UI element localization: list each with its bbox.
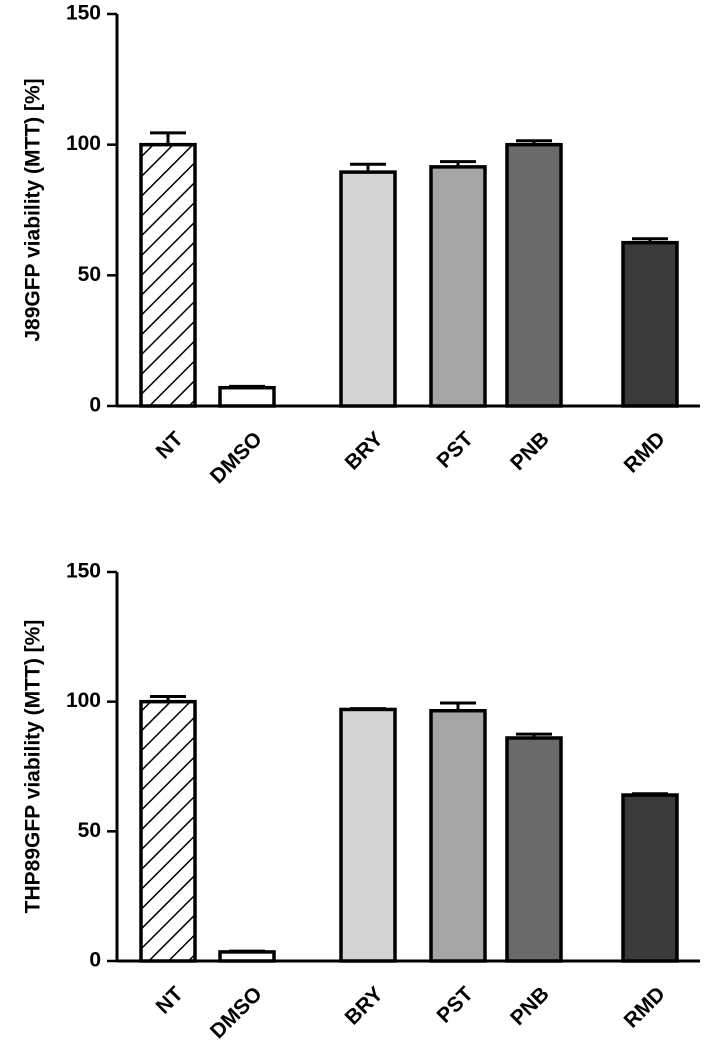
error-bar-pnb (516, 139, 552, 145)
y-tick-label: 100 (66, 132, 101, 155)
error-bar-pst (440, 160, 476, 167)
x-tick-label-dmso: DMSO (206, 427, 267, 488)
error-bar-pst (440, 701, 476, 711)
y-tick-label: 50 (78, 263, 101, 286)
x-tick-label-nt: NT (152, 982, 188, 1018)
y-tick-label: 0 (89, 949, 101, 972)
y-axis-label: J89GFP viability (MTT) [%] (22, 78, 45, 341)
bar-pst (429, 165, 487, 408)
y-tick-label: 100 (66, 689, 101, 712)
error-bar-bry (350, 707, 386, 711)
bar-dmso (218, 385, 276, 408)
error-bar-bry (350, 162, 386, 173)
bar-pst (429, 708, 487, 963)
x-tick-label-rmd: RMD (620, 982, 670, 1032)
x-tick-label-bry: BRY (341, 982, 388, 1029)
bar-rmd (621, 240, 679, 408)
error-bar-nt (150, 131, 186, 145)
x-tick-label-pnb: PNB (506, 982, 554, 1030)
bar-rmd (621, 793, 679, 963)
error-bar-pnb (516, 732, 552, 738)
x-tick-label-pst: PST (433, 982, 478, 1027)
bar-pnb (505, 142, 563, 408)
x-tick-label-rmd: RMD (620, 427, 670, 477)
chart-panel-top: J89GFP viability (MTT) [%] 0 50 100 150 NT DM… (22, 2, 700, 488)
x-tick-label-nt: NT (152, 427, 188, 463)
bar-bry (339, 170, 397, 408)
x-tick-label-bry: BRY (341, 427, 388, 474)
error-bar-dmso (229, 949, 265, 953)
y-tick-label: 150 (66, 2, 101, 25)
error-bar-nt (150, 694, 186, 702)
bar-pnb (505, 736, 563, 963)
y-tick-label: 50 (78, 819, 101, 842)
x-tick-label-dmso: DMSO (206, 982, 267, 1043)
error-bar-rmd (632, 792, 668, 796)
bar-nt (139, 142, 197, 408)
y-tick-label: 150 (66, 560, 101, 583)
x-tick-label-pnb: PNB (506, 427, 554, 475)
y-axis-label: THP89GFP viability (MTT) [%] (22, 620, 45, 914)
y-tick-label: 0 (89, 394, 101, 417)
chart-panel-bottom: THP89GFP viability (MTT) [%] 0 50 100 150 NT… (22, 560, 700, 1043)
error-bar-rmd (632, 237, 668, 243)
bar-bry (339, 707, 397, 963)
x-tick-label-pst: PST (433, 427, 478, 472)
bar-nt (139, 699, 197, 963)
error-bar-dmso (229, 384, 265, 388)
